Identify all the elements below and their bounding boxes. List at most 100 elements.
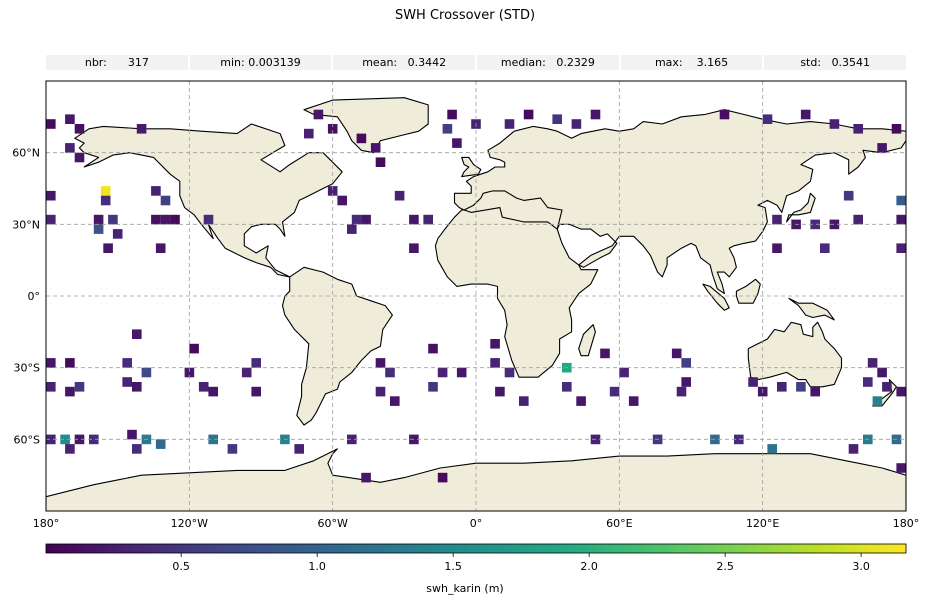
crossover-cell xyxy=(719,109,730,120)
crossover-cell xyxy=(853,124,863,134)
crossover-cell xyxy=(409,243,419,253)
crossover-cell xyxy=(428,382,438,392)
crossover-cell xyxy=(896,463,906,473)
crossover-cell xyxy=(198,382,209,392)
crossover-cell xyxy=(151,186,161,196)
crossover-cell xyxy=(65,143,75,153)
crossover-cell xyxy=(428,343,438,354)
crossover-cell xyxy=(184,367,195,378)
crossover-cell xyxy=(46,119,56,129)
crossover-cell xyxy=(820,243,830,253)
crossover-cell xyxy=(347,434,357,445)
crossover-cell xyxy=(882,382,892,392)
crossover-cell xyxy=(112,229,123,239)
crossover-cell xyxy=(327,186,338,196)
crossover-cell xyxy=(74,152,85,163)
landmass-madagascar xyxy=(578,324,596,357)
crossover-cell xyxy=(160,214,171,225)
crossover-cell xyxy=(46,434,56,445)
crossover-cell xyxy=(896,386,906,397)
crossover-cell xyxy=(74,124,85,134)
crossover-cell xyxy=(251,386,261,397)
crossover-cell xyxy=(796,382,806,392)
crossover-cell xyxy=(74,434,85,445)
crossover-cell xyxy=(619,367,629,378)
stat-label: mean: xyxy=(362,56,398,69)
longitude-tick-labels: 180° 120°W 60°W 0° 60°E 120°E 180° xyxy=(33,517,920,530)
stat-label: median: xyxy=(500,56,546,69)
colorbar-tick-label: 1.5 xyxy=(444,560,462,573)
crossover-cell xyxy=(519,396,529,406)
colorbar-label: swh_karin (m) xyxy=(426,582,504,595)
crossover-cell xyxy=(843,190,854,201)
crossover-cell xyxy=(132,329,142,339)
crossover-cell xyxy=(347,224,357,234)
crossover-cell xyxy=(829,219,840,230)
stat-cell-nbr: nbr: 317 xyxy=(46,55,188,70)
crossover-cell xyxy=(437,367,448,378)
crossover-cell xyxy=(65,386,75,397)
crossover-cell xyxy=(848,444,859,454)
lon-tick-label: 60°W xyxy=(317,517,347,530)
figure-title: SWH Crossover (STD) xyxy=(394,8,536,23)
crossover-cell xyxy=(160,195,171,206)
crossover-cell xyxy=(241,367,252,378)
crossover-cell xyxy=(896,195,906,206)
crossover-cell xyxy=(46,214,56,225)
crossover-cell xyxy=(877,367,887,378)
crossover-cell xyxy=(681,358,691,368)
crossover-cell xyxy=(777,382,787,392)
crossover-cell xyxy=(132,382,142,392)
crossover-cell xyxy=(576,396,586,406)
crossover-cell xyxy=(671,348,682,359)
crossover-cell xyxy=(93,214,104,225)
crossover-cell xyxy=(681,377,691,387)
crossover-cell xyxy=(208,434,218,445)
crossover-cell xyxy=(60,434,70,445)
crossover-cell xyxy=(141,367,152,378)
crossover-cell xyxy=(93,224,104,234)
stat-label: nbr: xyxy=(84,56,107,69)
statistics-table: nbr: 317 min: 0.003139 mean: 0.3442 medi… xyxy=(46,55,907,70)
lat-tick-label: 30°N xyxy=(12,218,40,231)
crossover-cell xyxy=(65,114,75,124)
crossover-cell xyxy=(495,386,505,397)
crossover-cell xyxy=(375,358,386,368)
lon-tick-label: 120°E xyxy=(746,517,779,530)
crossover-cell xyxy=(132,444,142,454)
landmass-south-america xyxy=(281,266,393,426)
landmass-australia xyxy=(747,321,843,388)
crossover-cell xyxy=(127,429,137,440)
stat-label: std: xyxy=(800,56,822,69)
colorbar-tick-label: 0.5 xyxy=(172,560,190,573)
crossover-cell xyxy=(523,109,534,120)
gridlines xyxy=(46,81,906,511)
colorbar xyxy=(45,543,907,554)
stat-label: min: xyxy=(220,56,245,69)
stat-value: 0.2329 xyxy=(556,56,595,69)
crossover-cell xyxy=(100,195,111,206)
crossover-cell xyxy=(748,377,758,387)
crossover-cell xyxy=(394,190,405,201)
crossover-cell xyxy=(155,243,166,253)
landmass-japan xyxy=(786,192,816,223)
crossover-cell xyxy=(762,114,773,124)
crossover-cell xyxy=(74,382,85,392)
stat-cell-min: min: 0.003139 xyxy=(189,55,332,70)
crossover-cell xyxy=(896,214,906,225)
crossover-cell xyxy=(251,358,261,368)
crossover-cell xyxy=(390,396,400,406)
stat-cell-max: max: 3.165 xyxy=(620,55,763,70)
crossover-cell xyxy=(504,367,515,378)
crossover-cell xyxy=(772,243,782,253)
landmass-antarctica xyxy=(46,448,906,511)
landmass-africa-eurasia xyxy=(434,109,906,378)
crossover-cell xyxy=(896,243,906,253)
crossover-cell xyxy=(103,243,113,253)
stat-value: 0.3442 xyxy=(407,56,447,69)
crossover-cell xyxy=(628,396,639,406)
crossover-cell xyxy=(877,143,887,153)
crossover-cell xyxy=(122,377,132,387)
stat-value: 0.003139 xyxy=(248,56,301,69)
